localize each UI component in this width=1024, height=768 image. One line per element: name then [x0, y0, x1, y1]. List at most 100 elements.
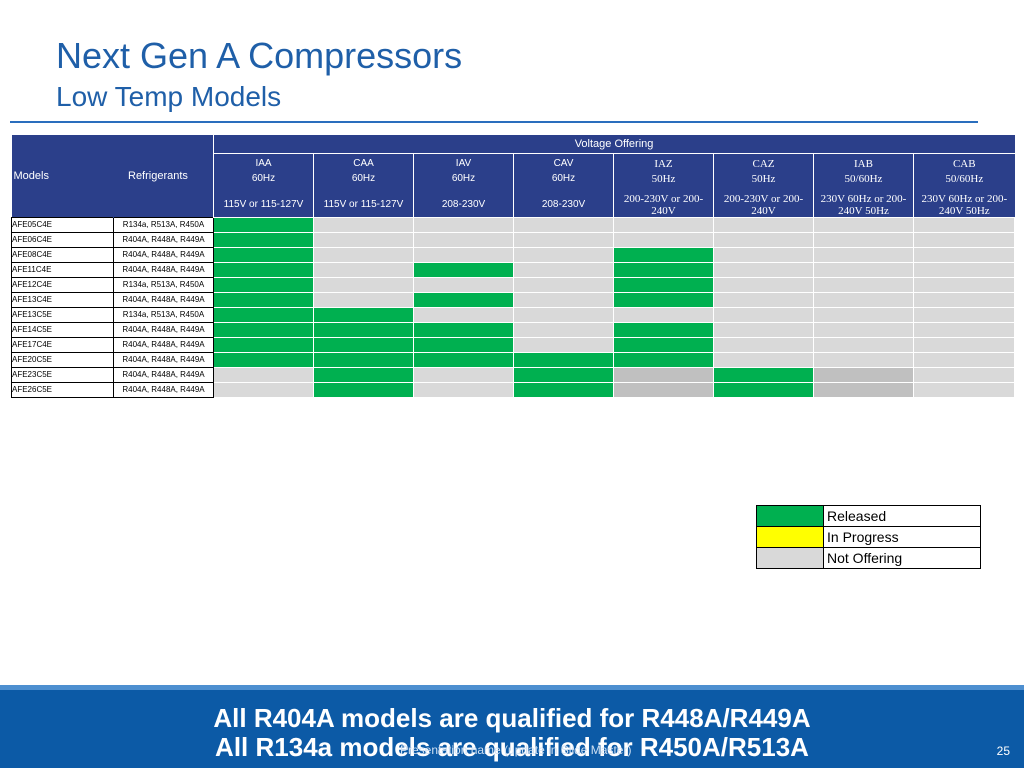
status-cell-not-offering: [713, 217, 814, 233]
status-cell-not-offering: [513, 307, 614, 323]
status-cell-released: [613, 247, 714, 263]
status-cell-not-offering: [912, 382, 1016, 398]
status-cell-not-offering: [813, 292, 914, 308]
status-cell-not-offering: [513, 337, 614, 353]
column-code: IAB: [854, 158, 873, 170]
status-cell-not-offering: [413, 367, 514, 383]
column-frequency: 50Hz: [651, 173, 676, 185]
status-cell-not-offering: [413, 277, 514, 293]
status-cell-released: [413, 352, 514, 368]
status-cell-not-offering: [413, 307, 514, 323]
table-row: AFE08C4E R404A, R448A, R449A: [11, 247, 1016, 263]
status-cell-not-offering: [713, 247, 814, 263]
status-cell-not-offering: [912, 277, 1016, 293]
header-row-voltage-columns: IAA 60Hz 115V or 115-127V CAA 60Hz 115V or 11…: [12, 153, 1015, 218]
legend-swatch: [756, 526, 824, 548]
status-cell-not-offering: [813, 217, 914, 233]
status-cell-not-offering: [313, 247, 414, 263]
table-row: AFE12C4E R134a, R513A, R450A: [11, 277, 1016, 293]
column-code: CAB: [952, 158, 976, 170]
refrigerants-cell: R404A, R448A, R449A: [113, 352, 214, 368]
refrigerants-cell: R134a, R513A, R450A: [113, 277, 214, 293]
column-header-7: CAB 50/60Hz 230V 60Hz or 200-240V 50Hz: [912, 153, 1015, 218]
status-cell-not-offering: [912, 247, 1016, 263]
model-cell: AFE11C4E: [11, 262, 114, 278]
status-cell-released: [413, 337, 514, 353]
header-row-top: Models Refrigerants Voltage Offering: [11, 135, 1015, 218]
status-cell-not-offering: [713, 277, 814, 293]
title-divider: [10, 121, 978, 123]
status-cell-not-offering: [613, 307, 714, 323]
status-cell-released: [213, 322, 314, 338]
status-cell-not-offering: [613, 217, 714, 233]
status-cell-released: [713, 382, 814, 398]
column-header-5: CAZ 50Hz 200-230V or 200-240V: [713, 153, 814, 218]
status-cell-released: [213, 292, 314, 308]
status-cell-not-offering: [713, 322, 814, 338]
column-voltage: 200-230V or 200-240V: [623, 193, 704, 217]
status-cell-not-offering: [912, 322, 1016, 338]
column-voltage: 230V 60Hz or 200-240V 50Hz: [921, 193, 1008, 217]
slide-title: Next Gen A Compressors: [56, 35, 463, 76]
page-number: 25: [996, 744, 1010, 758]
column-code: IAV: [455, 158, 472, 169]
column-code: IAA: [255, 158, 272, 169]
refrigerants-cell: R404A, R448A, R449A: [113, 337, 214, 353]
refrigerants-cell: R404A, R448A, R449A: [113, 382, 214, 398]
status-cell-not-offering: [912, 337, 1016, 353]
column-frequency: 50Hz: [751, 173, 776, 185]
compressor-voltage-table: Models Refrigerants Voltage Offering IAA…: [11, 135, 1016, 398]
column-frequency: 60Hz: [551, 173, 576, 184]
status-cell-released: [213, 232, 314, 248]
column-voltage: 115V or 115-127V: [223, 199, 304, 210]
table-body: AFE05C4E R134a, R513A, R450A AFE06C4E R404A…: [11, 217, 1016, 398]
column-header-2: IAV 60Hz 208-230V: [413, 153, 514, 218]
footer-banner: [0, 690, 1024, 768]
column-voltage: 208-230V: [441, 199, 486, 210]
status-cell-not-offering: [713, 262, 814, 278]
status-cell-released: [313, 337, 414, 353]
status-cell-not-offering: [513, 322, 614, 338]
model-cell: AFE20C5E: [11, 352, 114, 368]
column-header-0: IAA 60Hz 115V or 115-127V: [213, 153, 314, 218]
status-cell-not-offering: [912, 217, 1016, 233]
model-cell: AFE14C5E: [11, 322, 114, 338]
status-cell-released: [613, 262, 714, 278]
refrigerants-cell: R404A, R448A, R449A: [113, 262, 214, 278]
status-cell-not-offering: [813, 232, 914, 248]
status-cell-not-offering: [313, 277, 414, 293]
status-cell-not-offering: [813, 322, 914, 338]
refrigerants-cell: R404A, R448A, R449A: [113, 232, 214, 248]
status-cell-released: [413, 292, 514, 308]
legend-swatch: [756, 505, 824, 527]
column-frequency: 50/60Hz: [844, 173, 883, 185]
column-frequency: 60Hz: [251, 173, 276, 184]
status-cell-not-offering: [912, 262, 1016, 278]
status-cell-released: [213, 352, 314, 368]
model-cell: AFE13C5E: [11, 307, 114, 323]
column-header-3: CAV 60Hz 208-230V: [513, 153, 614, 218]
status-cell-released: [513, 352, 614, 368]
banner-accent-line: [0, 685, 1024, 690]
refrigerants-cell: R134a, R513A, R450A: [113, 307, 214, 323]
refrigerants-cell: R404A, R448A, R449A: [113, 322, 214, 338]
status-cell-released: [613, 277, 714, 293]
column-frequency: 60Hz: [451, 173, 476, 184]
model-cell: AFE12C4E: [11, 277, 114, 293]
model-cell: AFE23C5E: [11, 367, 114, 383]
status-cell-not-offering: [713, 352, 814, 368]
column-frequency: 50/60Hz: [945, 173, 984, 185]
status-cell-not-offering: [513, 277, 614, 293]
column-code: CAV: [553, 158, 574, 169]
column-header-6: IAB 50/60Hz 230V 60Hz or 200-240V 50Hz: [813, 153, 914, 218]
status-cell-not-offering: [912, 352, 1016, 368]
legend-label: In Progress: [823, 526, 981, 548]
status-cell-released: [213, 277, 314, 293]
legend-row: Released: [756, 505, 981, 527]
status-cell-not-offering: [413, 382, 514, 398]
status-cell-not-offering: [513, 247, 614, 263]
table-row: AFE14C5E R404A, R448A, R449A: [11, 322, 1016, 338]
status-cell-not-offering: [413, 217, 514, 233]
status-cell-released: [413, 262, 514, 278]
status-cell-not-offering: [912, 292, 1016, 308]
